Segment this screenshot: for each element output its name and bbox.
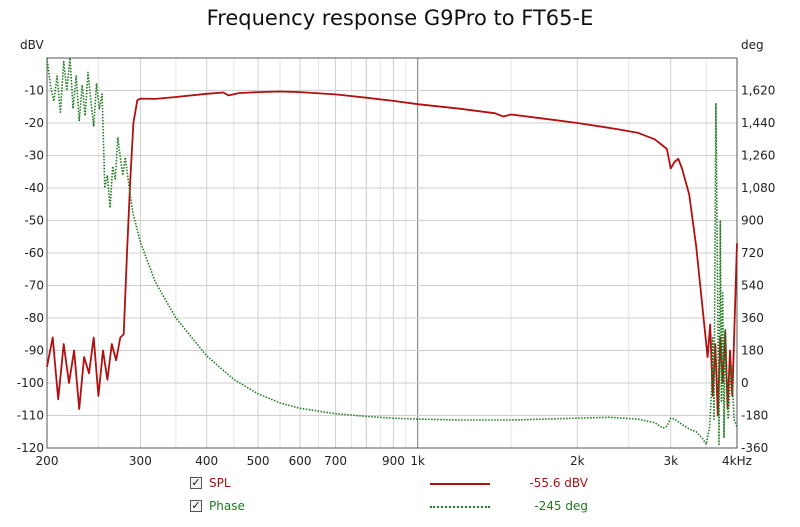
chart-title: Frequency response G9Pro to FT65-E — [206, 6, 594, 30]
x-tick-label: 300 — [129, 454, 152, 468]
y-left-tick-label: -80 — [24, 311, 44, 325]
y-left-tick-label: -30 — [24, 149, 44, 163]
x-tick-label: 1k — [410, 454, 425, 468]
x-tick-label: 400 — [195, 454, 218, 468]
x-axis-ticks: 200 300 400 500 600 700 900 1k 2k 3k 4kHz — [36, 454, 752, 468]
y-left-tick-label: -120 — [17, 441, 44, 455]
y-right-tick-label: 540 — [741, 279, 764, 293]
legend-label-phase: Phase — [209, 499, 245, 513]
legend-value-spl: -55.6 dBV — [529, 476, 588, 490]
y-right-tick-label: 900 — [741, 214, 764, 228]
y-right-tick-label: 1,620 — [741, 84, 775, 98]
y-right-unit: deg — [741, 38, 764, 52]
y-right-tick-label: 0 — [741, 376, 749, 390]
phase-checkbox[interactable]: ✓ — [190, 499, 202, 512]
y-left-tick-label: -110 — [17, 409, 44, 423]
x-tick-label: 500 — [247, 454, 270, 468]
legend-item-spl[interactable]: ✓ SPL -55.6 dBV — [190, 476, 610, 494]
x-tick-label: 600 — [289, 454, 312, 468]
grid-lines — [46, 58, 738, 449]
y-left-tick-label: -20 — [24, 116, 44, 130]
y-left-unit: dBV — [20, 38, 44, 52]
y-left-tick-label: -50 — [24, 214, 44, 228]
series-layer — [46, 57, 738, 446]
y-left-tick-label: -100 — [17, 376, 44, 390]
y-right-tick-label: 720 — [741, 246, 764, 260]
y-right-tick-label: -180 — [741, 409, 768, 423]
y-right-tick-label: -360 — [741, 441, 768, 455]
y-left-axis-ticks: -10 -20 -30 -40 -50 -60 -70 -80 -90 -100 -110 -120 — [17, 84, 44, 456]
y-left-tick-label: -90 — [24, 344, 44, 358]
frequency-response-plot: 200 300 400 500 600 700 900 1k 2k 3k 4kHz -10 -20 -3… — [17, 57, 775, 468]
y-right-tick-label: 180 — [741, 344, 764, 358]
legend-line-spl — [430, 483, 490, 485]
x-tick-label: 700 — [324, 454, 347, 468]
legend-label-spl: SPL — [209, 476, 231, 490]
x-tick-label: 2k — [570, 454, 585, 468]
spl-checkbox[interactable]: ✓ — [190, 476, 202, 489]
series-line-phase — [46, 57, 738, 446]
y-left-tick-label: -60 — [24, 246, 44, 260]
y-left-tick-label: -70 — [24, 279, 44, 293]
x-tick-label: 4kHz — [722, 454, 752, 468]
legend-line-phase — [430, 506, 490, 508]
legend-item-phase[interactable]: ✓ Phase -245 deg — [190, 499, 610, 517]
legend-value-phase: -245 deg — [534, 499, 588, 513]
x-tick-label: 3k — [663, 454, 678, 468]
y-left-tick-label: -10 — [24, 84, 44, 98]
x-tick-label: 900 — [382, 454, 405, 468]
x-tick-label: 200 — [36, 454, 59, 468]
y-right-tick-label: 1,260 — [741, 149, 775, 163]
y-right-tick-label: 360 — [741, 311, 764, 325]
y-right-tick-label: 1,440 — [741, 116, 775, 130]
series-line-spl — [46, 90, 738, 417]
y-left-tick-label: -40 — [24, 181, 44, 195]
y-right-tick-label: 1,080 — [741, 181, 775, 195]
y-right-axis-ticks: 1,620 1,440 1,260 1,080 900 720 540 360 180 0 -180… — [741, 84, 775, 456]
